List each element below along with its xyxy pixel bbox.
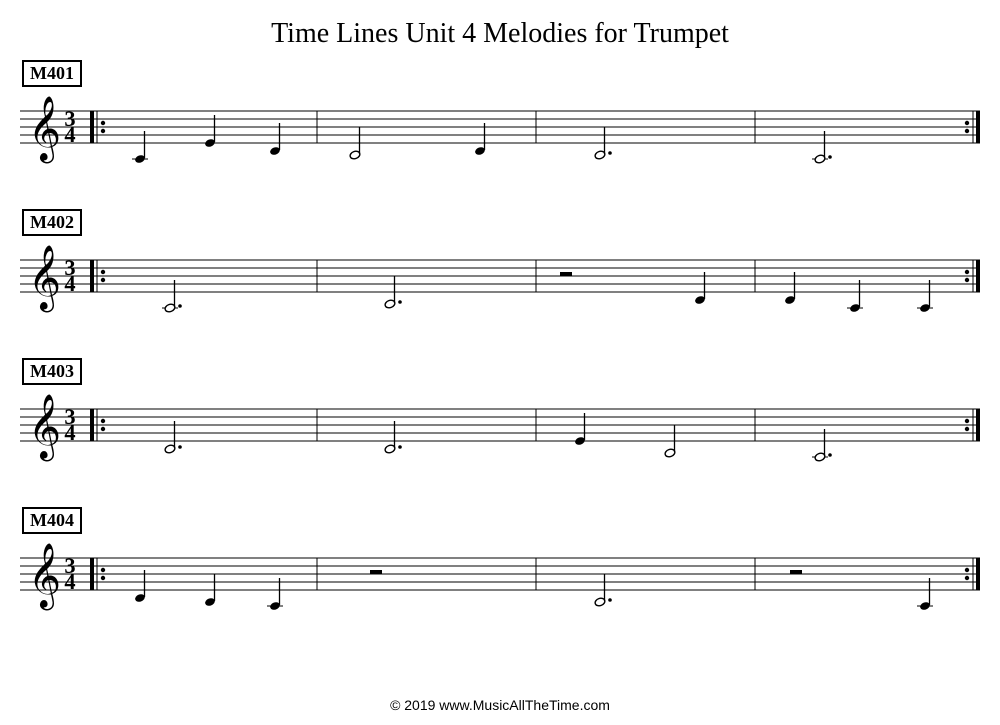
- exercise-label: M404: [22, 507, 82, 534]
- copyright-footer: © 2019 www.MusicAllTheTime.com: [0, 697, 1000, 713]
- svg-text:4: 4: [64, 122, 75, 147]
- svg-text:𝄞: 𝄞: [28, 96, 61, 163]
- staff: 𝄞34: [20, 91, 980, 181]
- svg-text:4: 4: [64, 569, 75, 594]
- exercise: M401 𝄞34: [20, 60, 980, 181]
- exercise-label: M401: [22, 60, 82, 87]
- svg-text:𝄞: 𝄞: [28, 543, 61, 610]
- staff: 𝄞34: [20, 389, 980, 479]
- exercise: M404 𝄞34: [20, 507, 980, 628]
- svg-text:𝄞: 𝄞: [28, 245, 61, 312]
- svg-text:𝄞: 𝄞: [28, 394, 61, 461]
- exercise-label: M402: [22, 209, 82, 236]
- staff: 𝄞34: [20, 240, 980, 330]
- exercise: M403 𝄞34: [20, 358, 980, 479]
- svg-text:4: 4: [64, 271, 75, 296]
- svg-text:4: 4: [64, 420, 75, 445]
- exercise-label: M403: [22, 358, 82, 385]
- staff: 𝄞34: [20, 538, 980, 628]
- exercise: M402 𝄞34: [20, 209, 980, 330]
- page-title: Time Lines Unit 4 Melodies for Trumpet: [0, 0, 1000, 60]
